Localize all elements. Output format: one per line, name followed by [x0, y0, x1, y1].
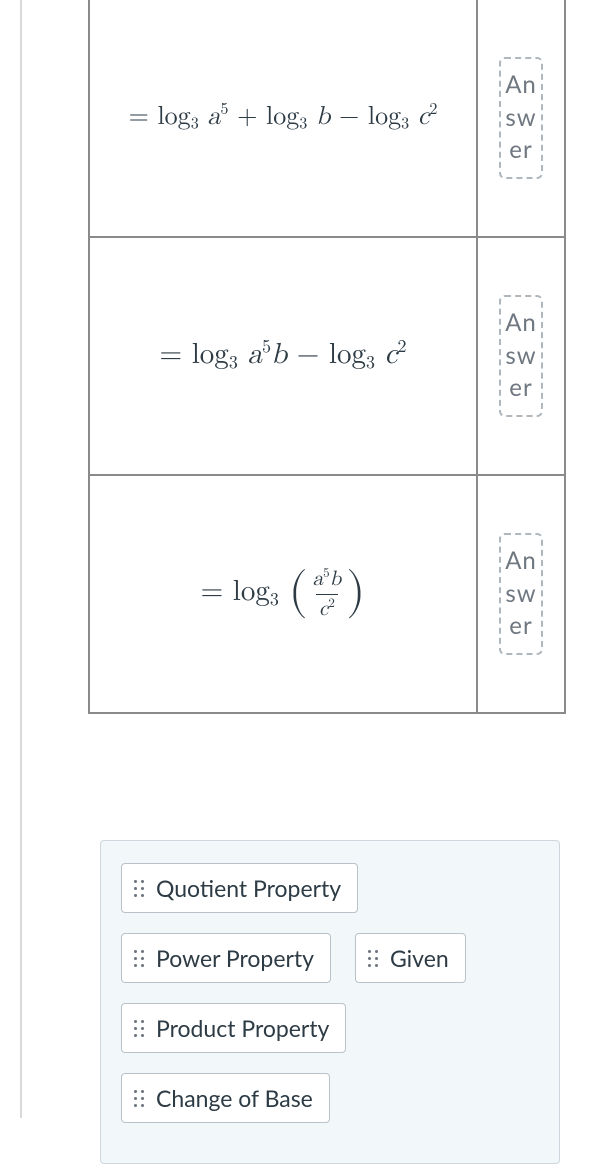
- table-row: = log3 (a5bc2) Answer: [90, 474, 564, 712]
- answer-chip[interactable]: Power Property: [121, 933, 331, 983]
- answer-chip-label: Quotient Property: [156, 874, 341, 902]
- drag-handle-icon: [132, 878, 146, 898]
- equation-cell: = log3 a5 + log3 b − log3 c2: [90, 0, 478, 236]
- reason-cell: Answer: [478, 238, 564, 474]
- answer-chip-label: Change of Base: [156, 1084, 313, 1112]
- answer-chip-label: Product Property: [156, 1014, 329, 1042]
- proof-table: = log3 a5 + log3 b − log3 c2Answer= log3…: [88, 0, 566, 714]
- answer-chip-label: Given: [390, 944, 449, 972]
- equation-cell: = log3 a5b − log3 c2: [90, 238, 478, 474]
- answer-chip[interactable]: Product Property: [121, 1003, 346, 1053]
- drop-zone[interactable]: Answer: [499, 57, 543, 178]
- equation: = log3 (a5bc2): [201, 566, 366, 621]
- equation: = log3 a5 + log3 b − log3 c2: [129, 101, 438, 134]
- drag-handle-icon: [132, 1088, 146, 1108]
- drag-handle-icon: [132, 948, 146, 968]
- table-row: = log3 a5 + log3 b − log3 c2 Answer: [90, 0, 564, 236]
- answer-chip-label: Power Property: [156, 944, 314, 972]
- equation-cell: = log3 (a5bc2): [90, 476, 478, 712]
- drop-zone[interactable]: Answer: [499, 533, 543, 654]
- answer-bank: Quotient Property Power Property Given Prod…: [100, 840, 560, 1164]
- drop-zone[interactable]: Answer: [499, 295, 543, 416]
- answer-chip[interactable]: Change of Base: [121, 1073, 330, 1123]
- vertical-rule: [20, 0, 22, 1118]
- drag-handle-icon: [132, 1018, 146, 1038]
- equation: = log3 a5b − log3 c2: [160, 337, 407, 374]
- drag-handle-icon: [366, 948, 380, 968]
- answer-chip[interactable]: Given: [355, 933, 466, 983]
- table-row: = log3 a5b − log3 c2 Answer: [90, 236, 564, 474]
- answer-chip[interactable]: Quotient Property: [121, 863, 358, 913]
- reason-cell: Answer: [478, 476, 564, 712]
- reason-cell: Answer: [478, 0, 564, 236]
